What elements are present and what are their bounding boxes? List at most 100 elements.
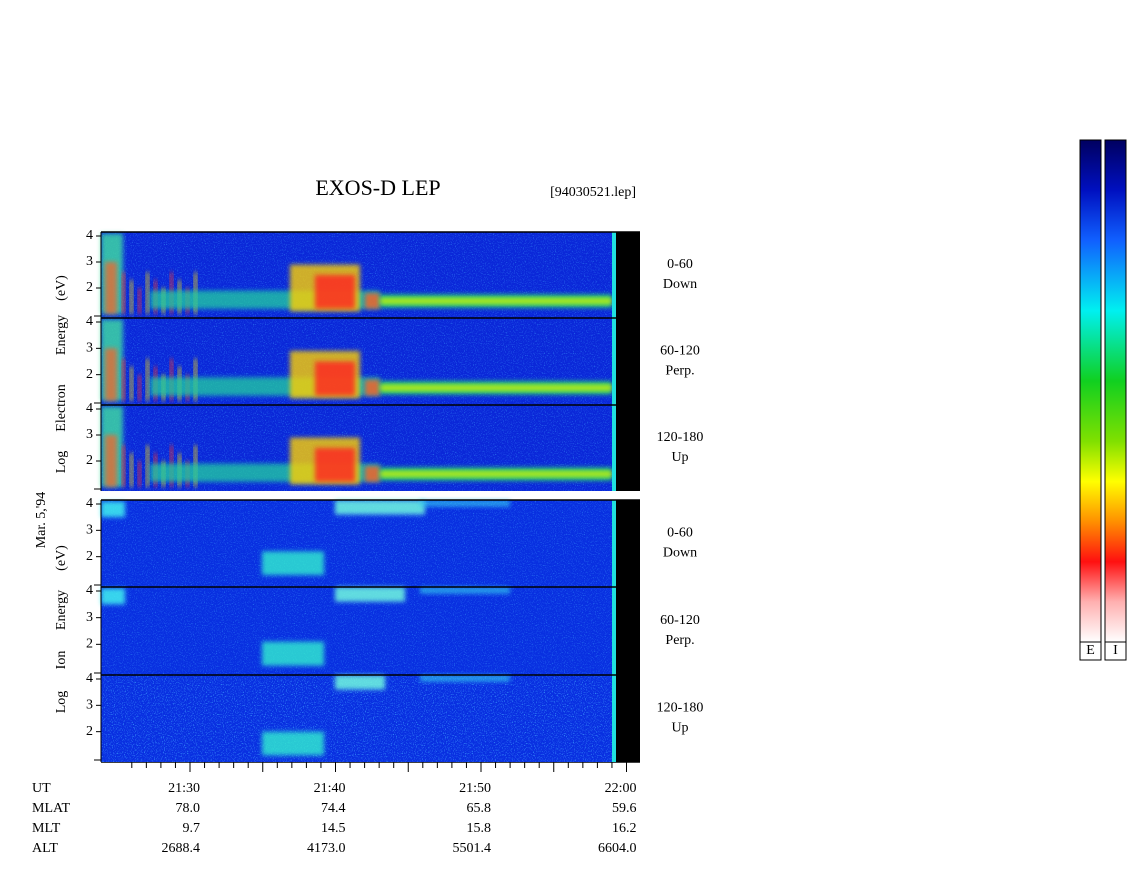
ephemeris-value: 9.7 [183, 821, 201, 836]
flux-region [122, 358, 125, 401]
flux-region [380, 471, 612, 477]
band-direction: Up [671, 721, 688, 736]
ephemeris-value: 2688.4 [162, 841, 201, 856]
flux-region [122, 445, 125, 487]
y-tick-label: 2 [86, 280, 93, 295]
flux-region [138, 288, 141, 314]
band-direction: Up [671, 450, 688, 465]
flux-region [146, 358, 149, 401]
flux-region [365, 379, 380, 396]
flux-region [380, 298, 612, 304]
date: Mar. 5,'94 [34, 492, 49, 549]
y-tick-label: 4 [86, 671, 93, 686]
spectrogram-panel: 2 3 4 60-120 Perp. [86, 583, 700, 675]
data-gap [616, 675, 640, 762]
data-gap [616, 232, 640, 318]
edge-strip [612, 405, 616, 491]
flux-region [420, 500, 510, 507]
flux-region [335, 500, 425, 515]
ephemeris-value: 16.2 [612, 821, 637, 836]
flux-region [315, 275, 355, 309]
flux-region [420, 675, 510, 682]
ephemeris-label: MLAT [32, 801, 71, 816]
axis-word: Log [54, 691, 69, 714]
flux-region [380, 385, 612, 391]
flux-region [315, 448, 355, 482]
y-tick-label: 2 [86, 724, 93, 739]
axis-word: Ion [54, 651, 69, 670]
band-range: 60-120 [660, 613, 700, 628]
y-tick-label: 4 [86, 401, 93, 416]
edge-strip [612, 318, 616, 405]
flux-region [130, 366, 133, 401]
flux-region [146, 445, 149, 487]
color-bar-label-box [1104, 641, 1127, 661]
data-gap [616, 500, 640, 587]
y-tick-label: 3 [86, 427, 93, 442]
axis-word: Energy [54, 315, 69, 355]
edge-strip [612, 232, 616, 318]
y-tick-label: 2 [86, 367, 93, 382]
edge-strip [612, 500, 616, 587]
file-name: [94030521.lep] [550, 185, 636, 200]
axis-word: Electron [54, 384, 69, 431]
ephemeris-value: 6604.0 [598, 841, 637, 856]
x-tick-label: 21:40 [314, 781, 346, 796]
flux-region [262, 731, 324, 756]
y-tick-label: 3 [86, 698, 93, 713]
ephemeris-value: 59.6 [612, 801, 637, 816]
flux-region [101, 501, 125, 518]
flux-region [105, 348, 117, 401]
y-tick-label: 3 [86, 523, 93, 538]
flux-region [138, 374, 141, 401]
spectrogram-panel: 2 3 4 120-180 Up [86, 671, 703, 762]
edge-strip [612, 587, 616, 675]
flux-region [420, 587, 510, 594]
y-tick-label: 3 [86, 341, 93, 356]
color-bar [1079, 139, 1102, 643]
ephemeris-value: 14.5 [321, 821, 346, 836]
flux-region [262, 551, 324, 576]
spectrogram-panel: 2 3 4 60-120 Perp. [86, 314, 700, 405]
band-direction: Down [663, 277, 697, 292]
flux-region [365, 466, 380, 482]
axis-word: Energy [54, 590, 69, 630]
flux-region [130, 453, 133, 487]
flux-region [335, 675, 385, 690]
data-gap [616, 587, 640, 675]
ephemeris-value: 65.8 [467, 801, 492, 816]
band-range: 0-60 [667, 526, 693, 541]
x-tick-label: 21:30 [168, 781, 200, 796]
band-direction: Perp. [665, 364, 694, 379]
spectrogram-panel: 2 3 4 0-60 Down [86, 496, 697, 587]
y-tick-label: 2 [86, 637, 93, 652]
ephemeris-value: 74.4 [321, 801, 346, 816]
y-tick-label: 3 [86, 610, 93, 625]
flux-region [130, 280, 133, 314]
flux-region [146, 272, 149, 314]
band-range: 120-180 [657, 701, 704, 716]
flux-region [101, 588, 125, 605]
flux-region [335, 587, 405, 602]
y-tick-label: 2 [86, 453, 93, 468]
ut-label: UT [32, 781, 51, 796]
y-tick-label: 4 [86, 228, 93, 243]
band-range: 0-60 [667, 257, 693, 272]
band-direction: Down [663, 546, 697, 561]
flux-region [365, 293, 380, 309]
band-range: 120-180 [657, 430, 704, 445]
edge-strip [612, 675, 616, 762]
flux-region [105, 435, 117, 487]
flux-region [122, 272, 125, 314]
color-bar-label-box [1079, 641, 1102, 661]
ephemeris-value: 4173.0 [307, 841, 346, 856]
axis-word: (eV) [54, 545, 69, 571]
ephemeris-value: 15.8 [467, 821, 492, 836]
color-bar [1104, 139, 1127, 643]
x-tick-label: 22:00 [605, 781, 637, 796]
flux-region [315, 361, 355, 396]
band-range: 60-120 [660, 344, 700, 359]
ephemeris-label: MLT [32, 821, 61, 836]
y-tick-label: 4 [86, 314, 93, 329]
data-gap [616, 405, 640, 491]
